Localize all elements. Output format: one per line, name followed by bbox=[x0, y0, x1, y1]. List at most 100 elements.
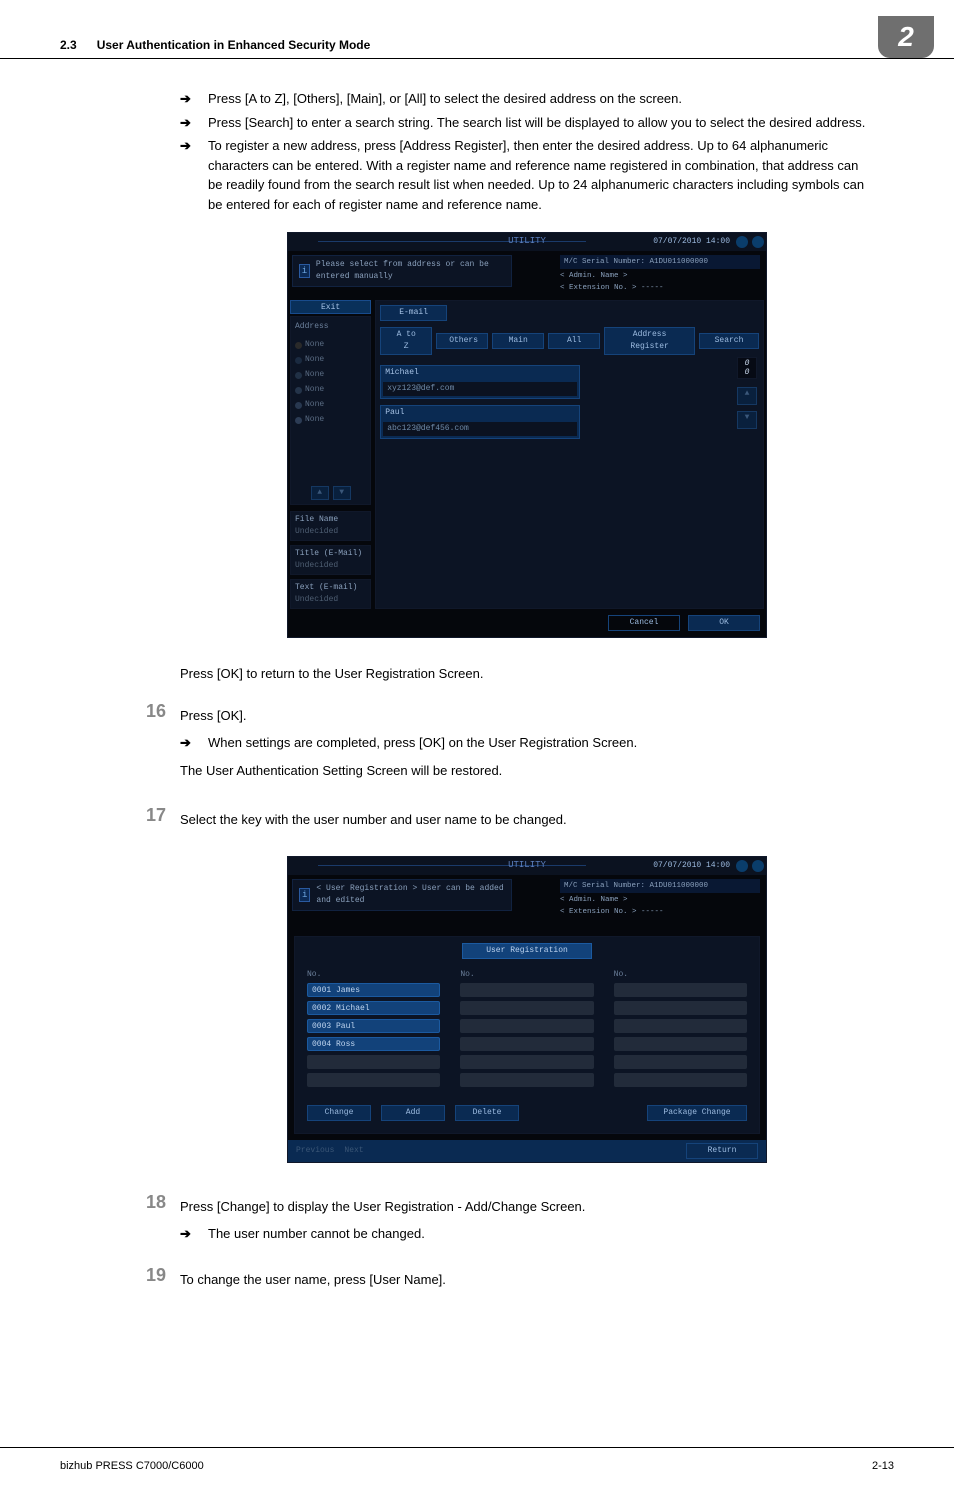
step-16: 16 Press [OK]. ➔ When settings are compl… bbox=[180, 698, 874, 789]
address-card[interactable]: Michael xyz123@def.com bbox=[380, 365, 580, 399]
action-buttons: Change Add Delete Package Change bbox=[307, 1105, 747, 1121]
step-19: 19 To change the user name, press [User … bbox=[180, 1262, 874, 1298]
user-slot-empty[interactable] bbox=[460, 1055, 593, 1069]
addr-dot-icon bbox=[295, 387, 302, 394]
return-button[interactable]: Return bbox=[686, 1143, 758, 1159]
scroll-down-button[interactable]: ▼ bbox=[333, 486, 351, 500]
package-change-button[interactable]: Package Change bbox=[647, 1105, 747, 1121]
address-header: Address bbox=[295, 321, 366, 333]
page-header: 2.3 User Authentication in Enhanced Secu… bbox=[0, 0, 954, 59]
text-value: Undecided bbox=[295, 594, 366, 606]
email-tab[interactable]: E-mail bbox=[380, 305, 447, 321]
user-slot-empty[interactable] bbox=[614, 1055, 747, 1069]
ok-button[interactable]: OK bbox=[688, 615, 760, 631]
step-text: Press [OK]. bbox=[180, 706, 874, 726]
screenshot-user-registration-panel: UTILITY 07/07/2010 14:00 i < User Regist… bbox=[287, 856, 767, 1163]
user-slot-empty[interactable] bbox=[614, 1037, 747, 1051]
scroll-down-button[interactable]: ▼ bbox=[737, 411, 757, 429]
user-slot-empty[interactable] bbox=[614, 1001, 747, 1015]
user-slot-empty[interactable] bbox=[460, 1019, 593, 1033]
cancel-button[interactable]: Cancel bbox=[608, 615, 680, 631]
addr-dot-icon bbox=[295, 417, 302, 424]
user-slot-empty[interactable] bbox=[460, 1037, 593, 1051]
step-text: The User Authentication Setting Screen w… bbox=[180, 761, 874, 781]
address-register-button[interactable]: Address Register bbox=[604, 327, 695, 355]
user-slot[interactable]: 0004 Ross bbox=[307, 1037, 440, 1051]
user-slot-empty[interactable] bbox=[614, 1019, 747, 1033]
address-card[interactable]: Paul abc123@def456.com bbox=[380, 405, 580, 439]
column-header: No. bbox=[307, 969, 440, 981]
address-card-name: Paul bbox=[381, 406, 579, 420]
filename-value: Undecided bbox=[295, 526, 366, 538]
text-item[interactable]: Text (E-mail) Undecided bbox=[290, 579, 371, 609]
step-number: 16 bbox=[138, 698, 166, 725]
filter-others[interactable]: Others bbox=[436, 333, 488, 349]
info-icon: i bbox=[299, 264, 310, 278]
content: ➔ Press [A to Z], [Others], [Main], or [… bbox=[0, 59, 954, 1307]
filename-item[interactable]: File Name Undecided bbox=[290, 511, 371, 541]
admin-name: < Admin. Name > bbox=[560, 270, 760, 282]
side-pane: Exit Address None None None None None No… bbox=[290, 300, 371, 609]
info-text: Please select from address or can be ent… bbox=[316, 259, 505, 283]
previous-label[interactable]: Previous bbox=[296, 1145, 334, 1157]
address-box: Address None None None None None None ▲ … bbox=[290, 316, 371, 505]
next-label[interactable]: Next bbox=[344, 1145, 363, 1157]
machine-meta: M/C Serial Number: A1DU011000000 < Admin… bbox=[560, 255, 760, 294]
main-pane: E-mail A to Z Others Main All Address Re… bbox=[375, 300, 764, 609]
utility-label: UTILITY bbox=[288, 235, 766, 249]
user-slot-empty[interactable] bbox=[460, 983, 593, 997]
user-slot-empty[interactable] bbox=[307, 1073, 440, 1087]
address-card-email: abc123@def456.com bbox=[383, 422, 577, 436]
scroll-up-button[interactable]: ▲ bbox=[311, 486, 329, 500]
user-column: No. bbox=[460, 969, 593, 1091]
filename-label: File Name bbox=[295, 514, 366, 526]
addr-none: None bbox=[305, 369, 324, 381]
addr-dot-icon bbox=[295, 357, 302, 364]
user-slot[interactable]: 0001 James bbox=[307, 983, 440, 997]
user-slot[interactable]: 0003 Paul bbox=[307, 1019, 440, 1033]
section-number: 2.3 bbox=[60, 36, 77, 54]
serial-number: M/C Serial Number: A1DU011000000 bbox=[560, 879, 760, 893]
user-slot-empty[interactable] bbox=[614, 1073, 747, 1087]
panel-titlebar: UTILITY 07/07/2010 14:00 bbox=[288, 857, 766, 875]
addr-dot-icon bbox=[295, 402, 302, 409]
user-registration-inner: User Registration No. 0001 James 0002 Mi… bbox=[294, 936, 760, 1134]
chapter-badge: 2 bbox=[878, 16, 934, 58]
user-slot[interactable]: 0002 Michael bbox=[307, 1001, 440, 1015]
bottom-bar: Previous Next Return bbox=[288, 1140, 766, 1162]
footer-page-number: 2-13 bbox=[872, 1458, 894, 1475]
extension-no: < Extension No. > ----- bbox=[560, 906, 760, 918]
change-button[interactable]: Change bbox=[307, 1105, 371, 1121]
addr-dot-icon bbox=[295, 342, 302, 349]
step-number: 19 bbox=[138, 1262, 166, 1289]
user-slot-empty[interactable] bbox=[460, 1001, 593, 1015]
user-slot-empty[interactable] bbox=[614, 983, 747, 997]
info-box: i Please select from address or can be e… bbox=[292, 255, 512, 287]
panel-titlebar: UTILITY 07/07/2010 14:00 bbox=[288, 233, 766, 251]
bullet-text: Press [A to Z], [Others], [Main], or [Al… bbox=[208, 89, 874, 109]
filter-all[interactable]: All bbox=[548, 333, 600, 349]
step-text: Press [Change] to display the User Regis… bbox=[180, 1197, 874, 1217]
arrow-bullet: ➔ Press [A to Z], [Others], [Main], or [… bbox=[180, 89, 874, 109]
column-header: No. bbox=[460, 969, 593, 981]
exit-tab[interactable]: Exit bbox=[290, 300, 371, 314]
title-item[interactable]: Title (E-Mail) Undecided bbox=[290, 545, 371, 575]
panel-body: Exit Address None None None None None No… bbox=[288, 298, 766, 611]
user-column: No. 0001 James 0002 Michael 0003 Paul 00… bbox=[307, 969, 440, 1091]
scroll-up-button[interactable]: ▲ bbox=[737, 387, 757, 405]
user-slot-empty[interactable] bbox=[307, 1055, 440, 1069]
side-bottom: File Name Undecided Title (E-Mail) Undec… bbox=[290, 507, 371, 609]
admin-name: < Admin. Name > bbox=[560, 894, 760, 906]
filter-atoz[interactable]: A to Z bbox=[380, 327, 432, 355]
panel-subheader: i Please select from address or can be e… bbox=[288, 251, 766, 298]
info-box: i < User Registration > User can be adde… bbox=[292, 879, 512, 911]
arrow-icon: ➔ bbox=[180, 1224, 198, 1244]
search-button[interactable]: Search bbox=[699, 333, 759, 349]
info-icon: i bbox=[299, 888, 310, 902]
user-slot-empty[interactable] bbox=[460, 1073, 593, 1087]
add-button[interactable]: Add bbox=[381, 1105, 445, 1121]
delete-button[interactable]: Delete bbox=[455, 1105, 519, 1121]
arrow-icon: ➔ bbox=[180, 113, 198, 133]
serial-number: M/C Serial Number: A1DU011000000 bbox=[560, 255, 760, 269]
filter-main[interactable]: Main bbox=[492, 333, 544, 349]
